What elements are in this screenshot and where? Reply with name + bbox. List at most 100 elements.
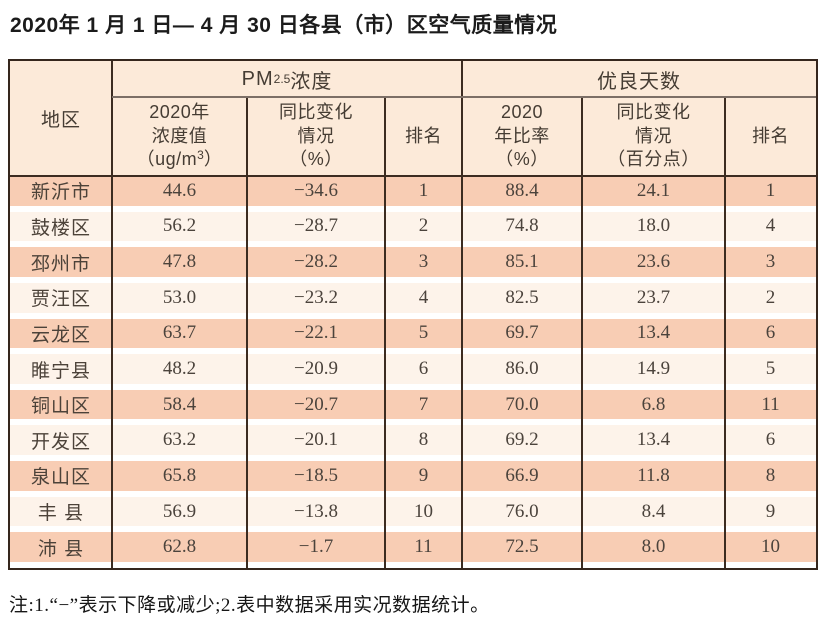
region-cell: 新沂市 [30, 182, 91, 204]
good-rank-cell: 8 [765, 464, 776, 486]
good-change-cell: 8.4 [641, 500, 666, 522]
good-rank-cell: 3 [765, 251, 776, 273]
header-good-rate-line2: 年比率 [494, 125, 550, 146]
region-cell: 睢宁县 [30, 360, 91, 382]
pm-rank-cell: 11 [414, 536, 433, 558]
pm-value-cell: 56.9 [162, 500, 197, 522]
region-cell: 铜山区 [30, 396, 91, 418]
good-change-cell: 14.9 [636, 358, 671, 380]
table-row: 邳州市 47.8 −28.2 3 85.1 23.6 3 [10, 247, 816, 283]
good-rate-cell: 76.0 [505, 500, 539, 522]
pm-value-cell: 63.2 [162, 429, 197, 451]
good-change-cell: 13.4 [636, 429, 671, 451]
pm-rank-cell: 9 [418, 464, 429, 486]
pm-value-cell: 63.7 [162, 322, 197, 344]
region-cell: 鼓楼区 [30, 217, 91, 239]
good-change-cell: 6.8 [641, 393, 666, 415]
pm-rank-cell: 8 [418, 429, 429, 451]
header-good-rank-label: 排名 [752, 125, 789, 146]
table-row: 丰 县 56.9 −13.8 10 76.0 8.4 9 [10, 496, 816, 533]
pm-value-cell: 62.8 [162, 536, 197, 558]
pm-rank-cell: 3 [418, 251, 429, 273]
table-body: 新沂市 44.6 −34.6 1 88.4 24.1 1 鼓楼区 56.2 −2… [10, 176, 816, 569]
pm-value-cell: 48.2 [162, 358, 197, 380]
pm-rank-cell: 10 [414, 500, 433, 522]
column-divider-pm-change [384, 97, 386, 568]
good-change-cell: 13.4 [636, 322, 671, 344]
good-rate-cell: 69.2 [505, 429, 539, 451]
good-rank-cell: 6 [765, 429, 776, 451]
good-rate-cell: 72.5 [505, 536, 539, 558]
pm-rank-cell: 7 [418, 393, 429, 415]
header-good-change-line2: 情况 [635, 125, 672, 146]
table-row: 开发区 63.2 −20.1 8 69.2 13.4 6 [10, 425, 816, 462]
good-change-cell: 23.7 [636, 286, 671, 308]
unit-open: （ug/m [136, 149, 198, 170]
good-rate-cell: 88.4 [505, 179, 539, 201]
good-rank-cell: 1 [765, 179, 776, 201]
good-change-cell: 11.8 [637, 464, 670, 486]
good-change-cell: 18.0 [636, 215, 671, 237]
header-pm-value: 2020年 浓度值 （ug/m3） [112, 97, 247, 176]
good-rank-cell: 9 [765, 500, 776, 522]
pm-value-cell: 65.8 [162, 464, 197, 486]
column-divider-good-rate [581, 97, 583, 568]
header-pm-value-unit: （ug/m3） [137, 148, 223, 171]
good-change-cell: 8.0 [641, 536, 666, 558]
column-divider-pm-value [246, 97, 248, 568]
good-rate-cell: 66.9 [505, 464, 539, 486]
pm-change-cell: −20.9 [294, 358, 338, 380]
pm-change-cell: −22.1 [294, 322, 338, 344]
pm-change-cell: −20.1 [294, 429, 338, 451]
pm-change-cell: −34.6 [294, 179, 338, 201]
header-region: 地区 [40, 110, 81, 131]
header-pm-value-line2: 浓度值 [151, 125, 208, 146]
header-sub-row: 2020年 浓度值 （ug/m3） 同比变化 情况 （%） 排名 2020 年比… [112, 97, 816, 176]
pm-change-cell: −28.2 [294, 251, 338, 273]
good-rank-cell: 4 [765, 215, 776, 237]
pm-value-cell: 44.6 [162, 179, 197, 201]
good-change-cell: 23.6 [636, 251, 671, 273]
pm-rank-cell: 5 [418, 322, 429, 344]
page-title: 2020年 1 月 1 日— 4 月 30 日各县（市）区空气质量情况 [10, 14, 558, 37]
pm-rank-cell: 4 [418, 286, 429, 308]
good-rank-cell: 6 [765, 322, 776, 344]
good-rate-cell: 85.1 [505, 251, 539, 273]
air-quality-table: 地区 PM 2.5 浓度 优良天数 2020年 浓度值 （ug/m3） 同比变化 … [8, 59, 818, 570]
header-pm-rank: 排名 [385, 97, 462, 176]
header-good-rate-line1: 2020 [500, 102, 544, 123]
header-main: PM 2.5 浓度 优良天数 2020年 浓度值 （ug/m3） 同比变化 情况 … [112, 61, 816, 176]
good-rate-cell: 86.0 [505, 358, 539, 380]
pm-rank-cell: 6 [418, 358, 429, 380]
pm-label-suffix: 浓度 [290, 70, 333, 93]
header-pm-value-line1: 2020年 [149, 102, 210, 123]
region-cell: 丰 县 [37, 503, 85, 525]
group-header-underline [112, 96, 816, 98]
good-rank-cell: 10 [761, 536, 780, 558]
table-row: 新沂市 44.6 −34.6 1 88.4 24.1 1 [10, 176, 816, 212]
good-rank-cell: 5 [765, 358, 776, 380]
table-row: 鼓楼区 56.2 −28.7 2 74.8 18.0 4 [10, 211, 816, 248]
header-pm-group: PM 2.5 浓度 [112, 61, 462, 97]
header-pm-rank-label: 排名 [405, 125, 442, 146]
header-pm-change-line2: 情况 [297, 125, 335, 146]
pm-rank-cell: 1 [418, 179, 429, 201]
unit-superscript: 3 [197, 148, 204, 163]
pm-value-cell: 58.4 [162, 393, 197, 415]
footnote: 注:1.“−”表示下降或减少;2.表中数据采用实况数据统计。 [9, 595, 490, 616]
header-good-change: 同比变化 情况 （百分点） [582, 97, 725, 176]
header-pm-change: 同比变化 情况 （%） [247, 97, 385, 176]
header-body-divider [10, 175, 816, 177]
pm-change-cell: −20.7 [294, 393, 338, 415]
pm-change-cell: −18.5 [294, 464, 338, 486]
header-good-group: 优良天数 [597, 70, 681, 93]
good-rate-cell: 70.0 [505, 393, 539, 415]
region-cell: 沛 县 [37, 538, 85, 560]
region-cell: 云龙区 [30, 324, 91, 346]
table-header: 地区 PM 2.5 浓度 优良天数 2020年 浓度值 （ug/m3） 同比变化 … [10, 61, 816, 176]
pm-change-cell: −23.2 [294, 286, 338, 308]
header-pm-change-line3: （%） [289, 149, 343, 170]
good-change-cell: 24.1 [636, 179, 671, 201]
column-divider-pm-good [461, 61, 463, 568]
pm-change-cell: −1.7 [298, 536, 334, 558]
